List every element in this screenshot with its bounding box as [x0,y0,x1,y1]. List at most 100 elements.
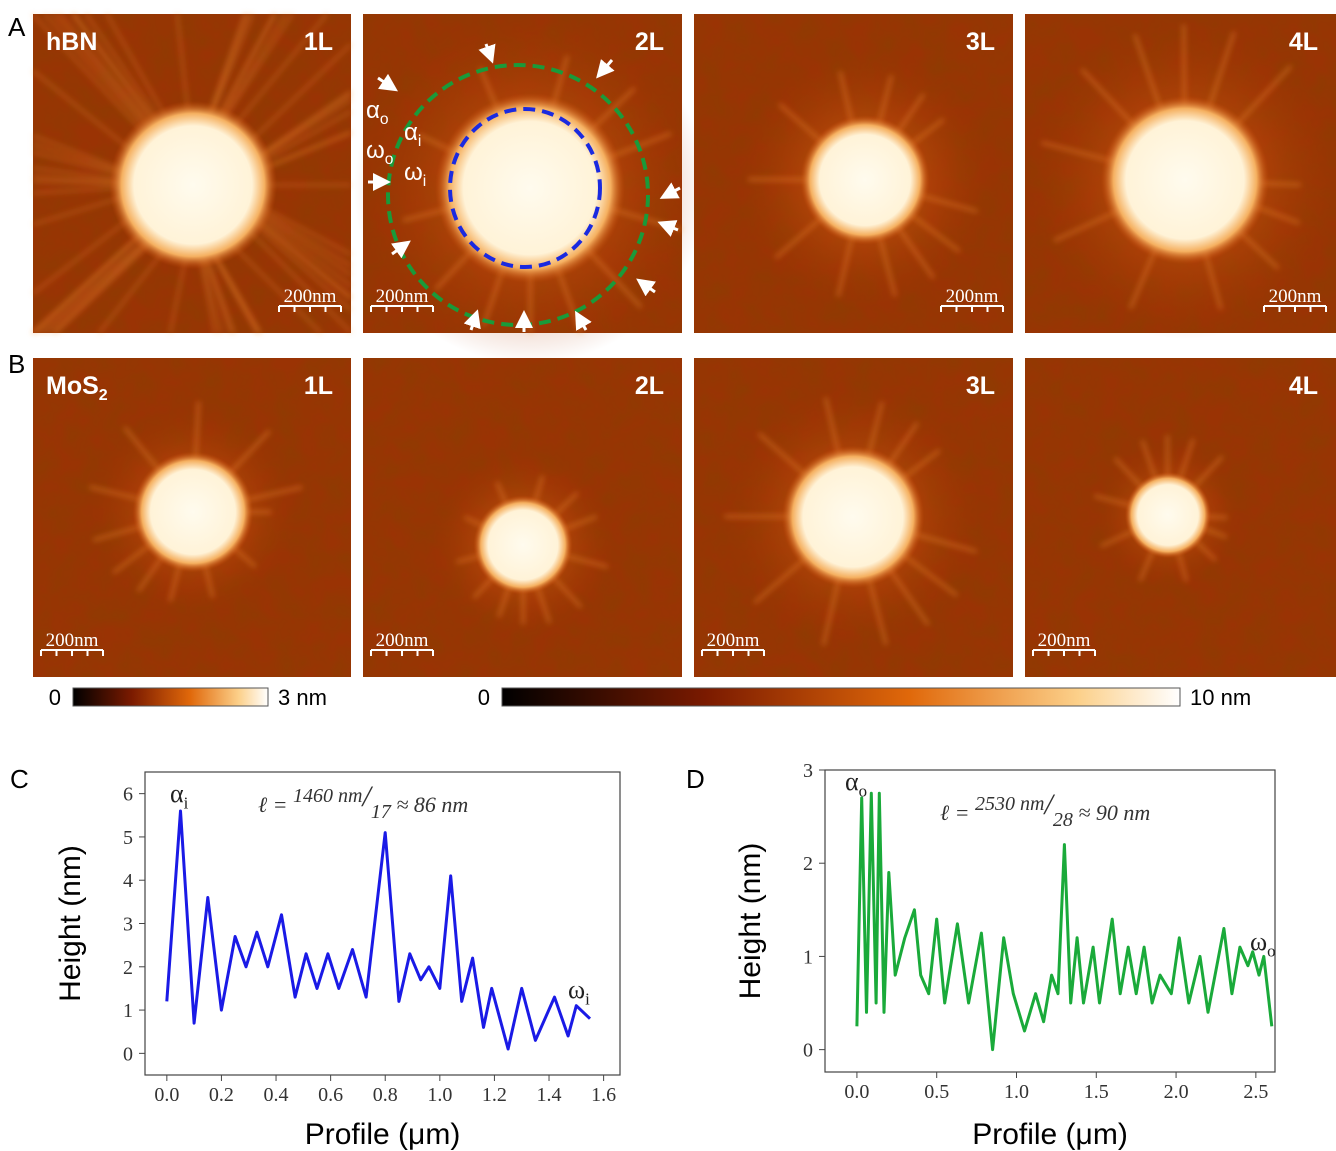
scale-bar-label: 200nm [946,286,999,307]
streak [51,240,152,334]
streak [32,175,123,184]
x-tick-label: 0.4 [264,1084,289,1106]
x-tick-label: 0.0 [154,1084,179,1106]
greek-annotation: αo [845,767,867,801]
streak [105,13,169,121]
streak [866,574,888,646]
scale-bar [370,305,434,312]
streak [232,13,328,129]
layer-label: 3L [966,372,995,400]
y-axis-label: Height (nm) [734,843,767,1000]
line-chart: 0.0 0.5 1.0 1.5 2.0 2.5 0 1 2 3 Profile (μm) Height… [734,760,1276,1151]
x-tick-label: 0.8 [373,1084,398,1106]
y-tick-label: 0 [123,1043,133,1065]
y-axis-label: Height (nm) [54,845,87,1002]
streak [32,134,125,172]
scale-bar [701,649,765,656]
streak [894,223,935,279]
greek-annotation: ωi [404,159,426,190]
afm-tile: 4L 200nm [1025,14,1336,340]
formula-part: 2530 nm [975,793,1044,815]
y-tick-label: 2 [123,957,133,979]
x-tick-label: 0.2 [209,1084,234,1106]
streak [85,13,162,124]
afm-tile: 1L 200nm [33,358,351,677]
layer-label: 4L [1289,372,1318,400]
y-tick-label: 3 [123,914,133,936]
symbol: ω [568,975,585,1004]
streak [257,92,352,159]
nanobubble [1124,471,1212,559]
colorbar-max: 3 nm [278,685,327,710]
streak [73,13,159,126]
streak [219,13,286,121]
greek-annotation: αi [404,119,421,150]
line-chart: 0.0 0.2 0.4 0.6 0.8 1.0 1.2 1.4 1.6 0 1 2 3 4 5 6 Profil… [54,771,621,1151]
subscript: i [418,133,421,150]
material-text: MoS [46,372,99,400]
afm-tile: 1L 200nm [32,13,352,334]
inner-circle [448,107,602,269]
panel-label: A [8,12,26,42]
formula: ℓ = 2530 nm/28 ≈ 90 nm [940,788,1150,831]
scale-bar [40,649,104,656]
scale-bar-label: 200nm [376,286,429,307]
streak [257,98,352,161]
nanobubble [781,445,925,589]
scale-bar-label: 200nm [46,630,99,651]
x-tick-label: 1.2 [482,1084,507,1106]
scale-bar [278,305,342,312]
x-tick-label: 0.5 [924,1081,949,1103]
colorbar-max: 10 nm [1190,685,1251,710]
formula-part: ℓ = [940,800,975,825]
y-tick-label: 0 [803,1040,813,1062]
streak [98,248,166,334]
streak [176,13,190,116]
streak [52,13,152,130]
layer-label: 1L [304,372,333,400]
scale-bar-label: 200nm [1269,286,1322,307]
streak [877,231,897,297]
streak [32,69,133,152]
streak [32,151,124,177]
streak [32,216,132,295]
x-tick-label: 2.0 [1164,1081,1189,1103]
formula-part: 1460 nm [293,785,362,807]
streak [259,204,352,256]
subscript: o [385,151,394,168]
streak [221,13,294,122]
symbol: ω [1250,927,1267,956]
formula-part: / [360,780,373,813]
streak [59,13,154,128]
formula-part: / [1042,788,1055,821]
greek-annotation: αi [170,779,189,813]
plot-frame [824,769,1276,1073]
streak [55,241,153,334]
subscript: o [859,782,867,801]
streak [821,574,842,646]
x-tick-label: 1.4 [537,1084,562,1106]
nanobubble [434,92,626,284]
greek-annotation: ωo [1250,927,1276,961]
material-label: hBN [46,28,97,56]
scale-bar [370,649,434,656]
scale-bar [940,305,1004,312]
layer-label: 4L [1289,28,1318,56]
y-tick-label: 2 [803,853,813,875]
greek-annotation: ωi [568,975,590,1009]
streak [885,564,930,626]
streak [32,232,143,334]
streak [32,186,123,194]
greek-annotation: αo [366,97,389,128]
data-line [165,809,592,1051]
afm-tile: 3L 200nm [694,14,1013,333]
streak [251,221,352,312]
streak [212,251,262,334]
x-tick-label: 1.5 [1084,1081,1109,1103]
panel-label: B [8,349,25,379]
streak [259,110,352,164]
streak [32,180,123,185]
greek-annotation: ωo [366,137,394,168]
streaks [1041,24,1301,310]
streak [253,217,352,298]
